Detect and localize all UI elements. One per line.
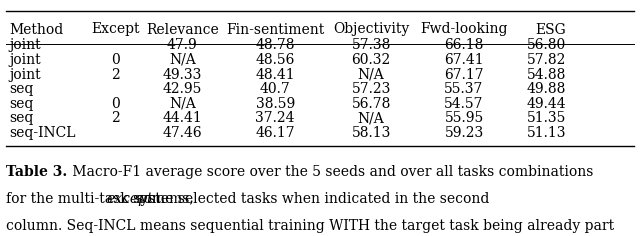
Text: 51.35: 51.35 (527, 111, 566, 126)
Text: Fwd-looking: Fwd-looking (420, 22, 508, 37)
Text: 56.80: 56.80 (527, 38, 566, 52)
Text: 48.78: 48.78 (255, 38, 295, 52)
Text: 54.88: 54.88 (527, 67, 566, 82)
Text: column. Seq-INCL means sequential training WITH the target task being already pa: column. Seq-INCL means sequential traini… (6, 219, 614, 233)
Text: 2: 2 (111, 111, 120, 126)
Text: Except: Except (91, 22, 140, 37)
Text: N/A: N/A (358, 111, 385, 126)
Text: N/A: N/A (169, 97, 196, 111)
Text: 48.56: 48.56 (255, 53, 295, 67)
Text: 2: 2 (111, 67, 120, 82)
Text: 47.9: 47.9 (167, 38, 198, 52)
Text: 67.17: 67.17 (444, 67, 484, 82)
Text: joint: joint (10, 38, 41, 52)
Text: 54.57: 54.57 (444, 97, 484, 111)
Text: except: except (106, 192, 153, 206)
Text: 58.13: 58.13 (351, 126, 391, 140)
Text: ESG: ESG (536, 22, 566, 37)
Text: Fin-sentiment: Fin-sentiment (226, 22, 324, 37)
Text: joint: joint (10, 53, 41, 67)
Text: some selected tasks when indicated in the second: some selected tasks when indicated in th… (132, 192, 490, 206)
Text: 57.23: 57.23 (351, 82, 391, 96)
Text: 40.7: 40.7 (260, 82, 291, 96)
Text: 55.37: 55.37 (444, 82, 484, 96)
Text: joint: joint (10, 67, 41, 82)
Text: 60.32: 60.32 (351, 53, 391, 67)
Text: seq: seq (10, 82, 34, 96)
Text: 67.41: 67.41 (444, 53, 484, 67)
Text: 57.38: 57.38 (351, 38, 391, 52)
Text: 51.13: 51.13 (527, 126, 566, 140)
Text: 66.18: 66.18 (444, 38, 484, 52)
Text: 44.41: 44.41 (163, 111, 202, 126)
Text: 59.23: 59.23 (444, 126, 484, 140)
Text: 0: 0 (111, 53, 120, 67)
Text: for the multi-task systems,: for the multi-task systems, (6, 192, 198, 206)
Text: seq: seq (10, 97, 34, 111)
Text: seq-INCL: seq-INCL (10, 126, 76, 140)
Text: 49.88: 49.88 (527, 82, 566, 96)
Text: 48.41: 48.41 (255, 67, 295, 82)
Text: 49.33: 49.33 (163, 67, 202, 82)
Text: 57.82: 57.82 (527, 53, 566, 67)
Text: 55.95: 55.95 (444, 111, 484, 126)
Text: N/A: N/A (358, 67, 385, 82)
Text: Table 3.: Table 3. (6, 165, 68, 179)
Text: N/A: N/A (169, 53, 196, 67)
Text: Relevance: Relevance (146, 22, 219, 37)
Text: Macro-F1 average score over the 5 seeds and over all tasks combinations: Macro-F1 average score over the 5 seeds … (68, 165, 593, 179)
Text: 0: 0 (111, 97, 120, 111)
Text: 56.78: 56.78 (351, 97, 391, 111)
Text: 46.17: 46.17 (255, 126, 295, 140)
Text: 37.24: 37.24 (255, 111, 295, 126)
Text: 42.95: 42.95 (163, 82, 202, 96)
Text: Objectivity: Objectivity (333, 22, 410, 37)
Text: 47.46: 47.46 (163, 126, 202, 140)
Text: 49.44: 49.44 (527, 97, 566, 111)
Text: Method: Method (10, 22, 64, 37)
Text: seq: seq (10, 111, 34, 126)
Text: 38.59: 38.59 (255, 97, 295, 111)
